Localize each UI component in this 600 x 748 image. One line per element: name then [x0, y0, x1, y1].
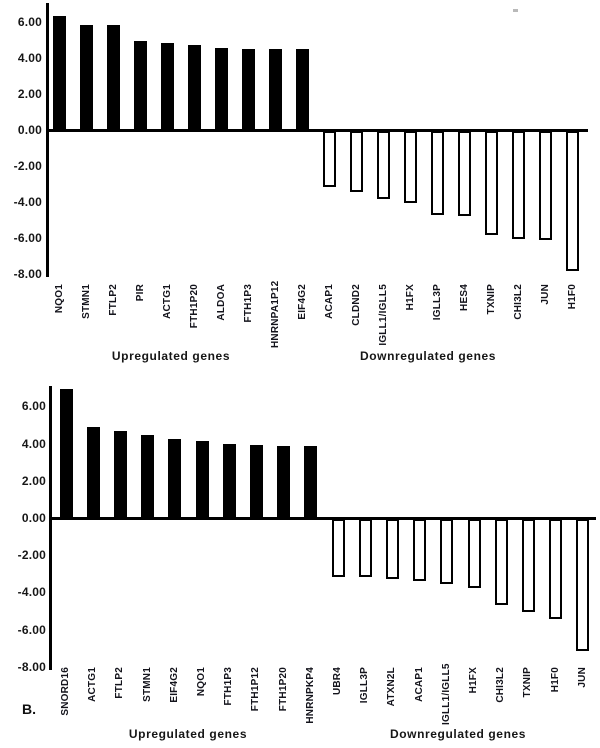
y-axis-line — [49, 386, 52, 670]
y-tick-label: -2.00 — [13, 159, 42, 173]
bar — [242, 49, 255, 131]
bar — [296, 49, 309, 131]
y-tick-label: 0.00 — [17, 123, 42, 137]
y-tick-label: 6.00 — [21, 399, 46, 413]
bar — [458, 131, 471, 216]
gene-label: STMN1 — [142, 667, 153, 702]
bar — [576, 519, 589, 651]
axis-title-downregulated-b: Downregulated genes — [389, 727, 527, 741]
gene-label: FTLP2 — [114, 667, 125, 699]
gene-label: FTH1P20 — [278, 667, 289, 712]
bar — [134, 41, 147, 131]
bar — [512, 131, 525, 239]
bar — [80, 25, 93, 131]
gene-label: H1FX — [468, 667, 479, 694]
bar — [215, 48, 228, 131]
y-tick-label: 0.00 — [21, 511, 46, 525]
bar — [114, 431, 127, 519]
y-tick-label: -2.00 — [17, 548, 46, 562]
bar — [566, 131, 579, 271]
panel-b-label: B. — [22, 701, 36, 717]
gene-label: H1F0 — [550, 667, 561, 693]
gene-label: FTH1P3 — [223, 667, 234, 706]
bar — [549, 519, 562, 619]
gene-label: UBR4 — [332, 667, 343, 696]
gene-label: EIF4G2 — [169, 667, 180, 703]
bar — [431, 131, 444, 215]
bar — [269, 49, 282, 131]
gene-label: ACTG1 — [87, 667, 98, 702]
bar — [522, 519, 535, 612]
bar — [107, 25, 120, 131]
bar — [386, 519, 399, 579]
bar — [196, 441, 209, 519]
bar — [404, 131, 417, 203]
y-tick-label: 2.00 — [21, 474, 46, 488]
axis-title-downregulated-a: Downregulated genes — [359, 349, 497, 363]
gene-label: IGLL1/IGLL5 — [441, 663, 452, 725]
gene-label: ATXN2L — [386, 667, 397, 707]
bar — [323, 131, 336, 187]
gene-label: FTH1P12 — [250, 667, 261, 712]
gene-label: TXNIP — [522, 667, 533, 698]
y-tick-label: -4.00 — [13, 195, 42, 209]
bar — [223, 444, 236, 519]
bar — [413, 519, 426, 581]
bar — [53, 16, 66, 131]
bar — [304, 446, 317, 519]
bar — [60, 389, 73, 519]
bar — [377, 131, 390, 199]
y-tick-label: -6.00 — [13, 231, 42, 245]
bar — [277, 446, 290, 519]
y-tick-label: -8.00 — [17, 660, 46, 674]
y-axis-line — [46, 3, 49, 277]
bar — [539, 131, 552, 240]
bar — [168, 439, 181, 519]
bar — [495, 519, 508, 605]
bar — [440, 519, 453, 584]
bar — [161, 43, 174, 131]
gene-label: IGLL3P — [359, 667, 370, 704]
gene-label: JUN — [577, 667, 588, 688]
y-tick-label: -6.00 — [17, 623, 46, 637]
zero-baseline — [46, 129, 588, 132]
zero-baseline — [49, 517, 596, 520]
y-tick-label: 4.00 — [17, 51, 42, 65]
bar — [141, 435, 154, 519]
bar — [468, 519, 481, 588]
gene-label: CHI3L2 — [495, 667, 506, 703]
y-tick-label: 6.00 — [17, 15, 42, 29]
y-tick-label: 4.00 — [21, 437, 46, 451]
bar — [87, 427, 100, 519]
bar — [485, 131, 498, 235]
gene-label: NQO1 — [196, 667, 207, 697]
bar — [332, 519, 345, 577]
bar — [359, 519, 372, 577]
bar — [250, 445, 263, 519]
bar — [350, 131, 363, 192]
gene-label: SNORD16 — [60, 667, 71, 716]
axis-title-upregulated-b: Upregulated genes — [128, 727, 248, 741]
y-tick-label: -4.00 — [17, 585, 46, 599]
axis-title-upregulated-a: Upregulated genes — [111, 349, 231, 363]
y-tick-label: 2.00 — [17, 87, 42, 101]
y-tick-label: -8.00 — [13, 267, 42, 281]
artifact-dot — [513, 9, 518, 12]
gene-label: ACAP1 — [414, 667, 425, 702]
gene-label: HNRNPKP4 — [305, 667, 316, 724]
bar — [188, 45, 201, 131]
